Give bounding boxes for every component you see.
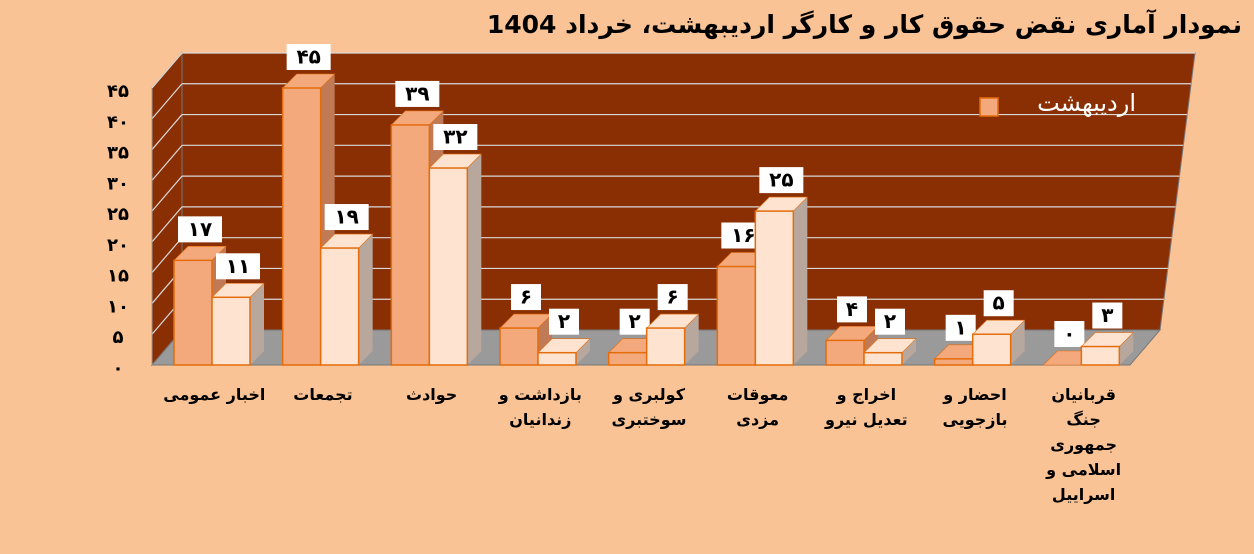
x-tick-label: اخبار عمومی [163,385,266,404]
bar [428,167,469,366]
x-tick-label: اخراج و تعدیل نیرو [825,385,908,429]
data-label: ۴۵ [296,45,320,69]
data-label-box [983,290,1014,317]
data-label-box [1092,302,1123,329]
data-label: ۰ [1063,322,1075,346]
bar-side [467,154,482,365]
y-tick-label: ۱۰ [107,296,129,317]
bar [173,259,213,366]
grid-line-side [151,144,183,181]
x-tick-label: معوقات مزدی [726,385,789,429]
data-label-box [759,167,804,194]
grid-line-side [151,52,183,89]
y-tick-label: ۲۰ [107,235,129,256]
data-label-box [619,308,650,335]
x-tick-label: بازداشت و زندانیان [498,385,582,429]
x-tick-label: کولبری و سوختبری [611,385,687,429]
bar [390,124,431,366]
x-tick-label: احضار و بازجویی [942,385,1008,429]
y-tick-label: ۳۰ [107,173,129,194]
data-label: ۱۶ [731,223,755,247]
data-label: ۱۹ [334,205,358,229]
data-label-box [433,124,478,151]
data-label: ۲ [884,309,896,333]
legend-marker [979,97,999,117]
data-label-box [945,314,976,341]
data-label-box [286,44,331,70]
data-label: ۱۷ [188,217,212,241]
data-label: ۶ [520,285,532,309]
x-tick-label: قربانیان جنگ جمهوری اسلامی و اسراییل [1046,385,1122,504]
data-label-box [837,296,867,323]
bar [499,327,539,366]
bar [716,265,757,366]
data-label: ۵ [993,291,1005,315]
data-label: ۲۵ [769,168,793,192]
y-tick-label: ۱۵ [107,266,129,287]
legend-label: اردیبهشت [1037,89,1136,117]
data-label-box [324,204,369,231]
y-tick-label: ۵ [113,327,124,348]
data-label: ۱۱ [226,254,250,278]
grid-line-side [151,206,183,243]
bar-side [902,338,916,365]
data-label-box [178,216,222,243]
bar [319,247,360,366]
bar [1080,345,1121,366]
bar [645,327,686,366]
grid-line-side [151,83,183,120]
data-label: ۳۲ [443,125,467,149]
bar-side [250,283,264,365]
data-label: ۲ [629,309,641,333]
bar [537,351,577,366]
bar-side [358,234,373,365]
y-tick-label: ۲۵ [107,204,129,225]
data-label-box [395,80,440,107]
grid-line-side [151,237,183,274]
data-label-box [511,284,541,311]
bar-side [1119,332,1134,365]
data-label: ۲ [558,309,570,333]
x-tick-label: تجمعات [293,385,353,404]
grid-line-side [151,175,183,212]
bar [754,210,795,366]
data-label-box [549,308,579,335]
y-tick-label: ۴۰ [107,112,129,133]
bar-side [576,338,590,365]
bar [825,339,865,366]
data-label: ۴ [846,297,858,321]
bar [607,351,648,366]
data-label: ۳۹ [405,81,429,105]
data-label: ۶ [667,285,679,309]
data-label: ۱ [955,315,967,339]
chart-title: نمودار آماری نقض حقوق کار و کارگر اردیبه… [486,10,1242,39]
y-tick-label: ۴۵ [107,81,129,102]
x-tick-label: حوادث [405,385,458,404]
data-label-box [1054,321,1085,347]
data-label-box [216,253,260,280]
bar [863,351,903,366]
bar [211,296,251,366]
bar [281,87,322,366]
bar-side [684,314,699,365]
y-tick-label: ۳۵ [107,143,129,164]
grid-line-side [151,114,183,150]
bar [933,358,974,366]
bar [971,333,1012,366]
y-tick-label: ۰ [113,358,124,379]
data-label-box [657,284,688,311]
data-label: ۳ [1101,303,1113,327]
bar-side [793,197,808,365]
data-label-box [875,308,905,335]
bar-side [1010,320,1025,365]
